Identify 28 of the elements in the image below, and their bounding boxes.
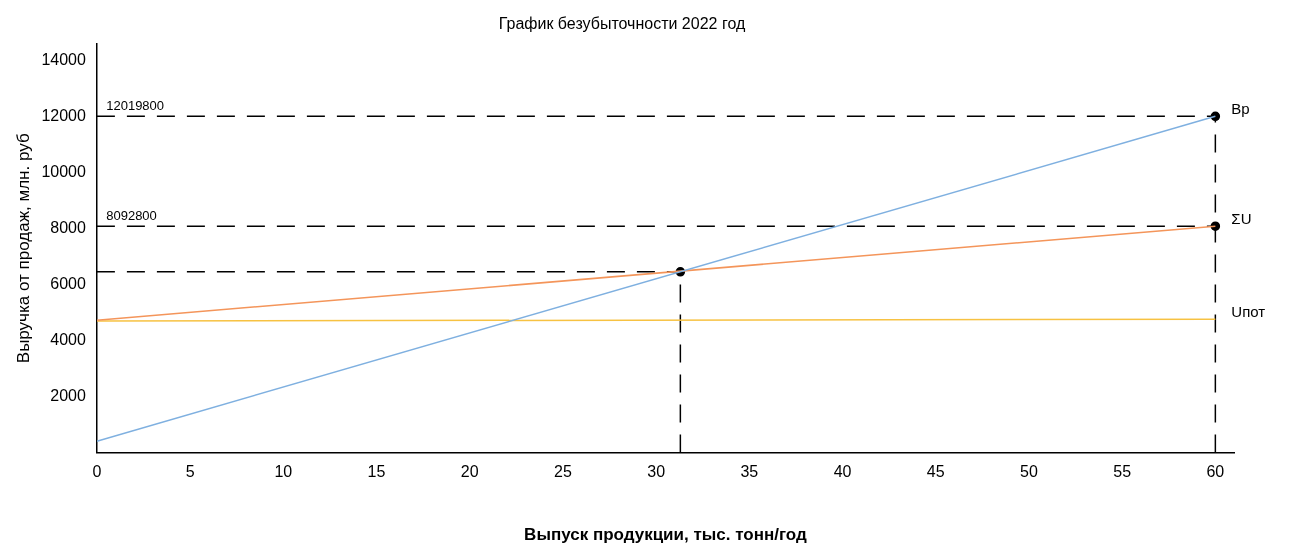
x-tick-label: 20	[460, 463, 479, 481]
annotation: 12019800	[106, 98, 165, 114]
x-tick-label: 30	[647, 463, 666, 481]
x-tick-label: 5	[185, 463, 195, 481]
y-tick-label: 10000	[41, 163, 86, 181]
x-axis-title: Выпуск продукции, тыс. тонн/год	[524, 525, 807, 545]
x-tick-label: 25	[554, 463, 572, 481]
series-label: ΣU	[1231, 210, 1252, 228]
series-label: Uпот	[1231, 303, 1266, 321]
y-tick-label: 6000	[50, 275, 86, 293]
x-tick-label: 15	[367, 463, 386, 481]
y-axis-title: Выручка от продаж, млн. руб	[13, 133, 33, 364]
annotation: 8092800	[106, 208, 157, 224]
x-tick-label: 10	[274, 463, 293, 481]
x-tick-label: 40	[833, 463, 852, 481]
y-tick-label: 2000	[50, 386, 86, 404]
chart-title: График безубыточности 2022 год	[498, 15, 746, 33]
x-tick-label: 0	[92, 463, 102, 481]
x-tick-label: 55	[1113, 463, 1132, 481]
x-tick-label: 50	[1020, 463, 1038, 481]
series-label: Вр	[1231, 100, 1250, 118]
y-tick-label: 8000	[50, 219, 86, 237]
y-tick-label: 14000	[41, 51, 86, 69]
x-tick-label: 35	[740, 463, 759, 481]
y-tick-label: 4000	[50, 330, 86, 348]
x-tick-label: 60	[1206, 463, 1225, 481]
x-tick-label: 45	[926, 463, 945, 481]
y-tick-label: 12000	[41, 107, 86, 125]
